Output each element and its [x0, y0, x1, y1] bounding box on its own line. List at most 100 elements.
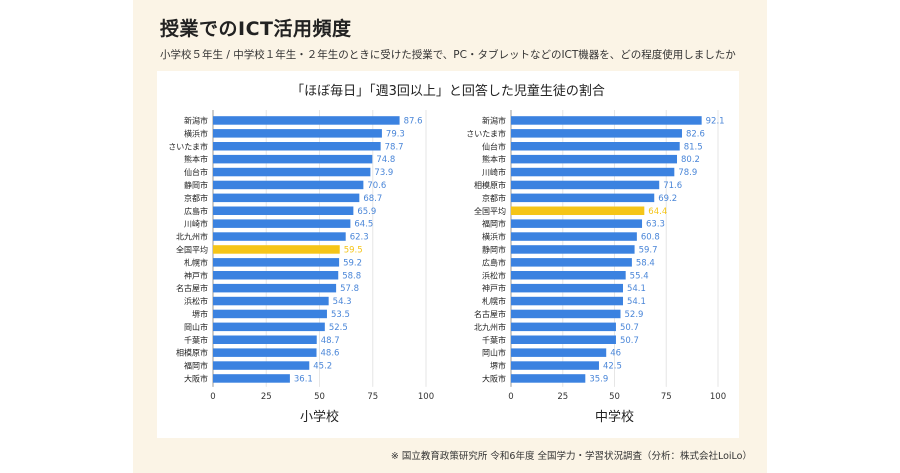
bar	[511, 258, 632, 267]
category-label: 川崎市	[482, 167, 506, 177]
category-label: さいたま市	[466, 128, 506, 138]
data-label: 59.5	[344, 245, 363, 255]
data-label: 92.1	[706, 116, 725, 126]
data-label: 69.2	[658, 194, 677, 204]
bar	[213, 154, 373, 164]
bar	[511, 116, 702, 125]
data-label: 60.8	[641, 233, 660, 243]
category-label: 広島市	[482, 257, 506, 267]
data-label: 53.5	[331, 310, 350, 320]
data-label: 57.8	[340, 284, 359, 294]
data-label: 36.1	[294, 374, 313, 384]
category-label: 熊本市	[482, 154, 506, 164]
category-label: 相模原市	[474, 180, 506, 190]
bar	[213, 348, 317, 357]
bar	[213, 142, 381, 151]
bar	[213, 322, 325, 332]
data-label: 46	[610, 349, 621, 359]
bar	[511, 309, 621, 319]
category-label: 札幌市	[482, 296, 506, 306]
category-label: 静岡市	[482, 244, 506, 254]
category-label: 名古屋市	[474, 309, 506, 319]
x-tick-label: 25	[557, 392, 568, 402]
category-label: 岡山市	[482, 348, 506, 358]
data-label: 80.2	[681, 155, 700, 165]
data-label: 42.5	[603, 362, 622, 372]
source-footnote: ※ 国立教育政策研究所 令和6年度 全国学力・学習状況調査（分析：株式会社Loi…	[390, 451, 752, 462]
data-label: 55.4	[630, 271, 649, 281]
bar	[213, 206, 354, 215]
bar	[511, 283, 623, 293]
category-label: 浜松市	[482, 270, 506, 280]
bar	[511, 129, 682, 138]
category-label: 全国平均	[176, 244, 208, 254]
data-label: 68.7	[363, 194, 382, 204]
bar	[511, 232, 637, 241]
category-label: 岡山市	[184, 322, 208, 332]
data-label: 87.6	[404, 116, 423, 126]
category-label: 横浜市	[482, 232, 506, 242]
x-tick-label: 75	[367, 392, 378, 402]
category-label: 大阪市	[482, 373, 506, 383]
category-label: 静岡市	[184, 180, 208, 190]
data-label: 70.6	[367, 181, 386, 191]
category-label: 福岡市	[184, 361, 208, 371]
bar	[213, 296, 329, 306]
data-label: 62.3	[350, 233, 369, 243]
bar	[511, 322, 616, 332]
category-label: 浜松市	[184, 296, 208, 306]
category-label: 堺市	[490, 361, 506, 371]
x-tick-label: 100	[710, 392, 726, 402]
category-label: 北九州市	[176, 232, 208, 242]
data-label: 65.9	[357, 207, 376, 217]
category-label: 広島市	[184, 206, 208, 216]
bar	[511, 180, 660, 190]
category-label: 新潟市	[184, 115, 208, 125]
data-label: 35.9	[589, 374, 608, 384]
bar	[511, 296, 623, 306]
bar	[213, 361, 310, 370]
data-label: 59.2	[343, 258, 362, 268]
bar-highlight	[511, 206, 645, 215]
category-label: 横浜市	[184, 128, 208, 138]
bar	[213, 309, 327, 319]
bar	[213, 193, 360, 203]
bar	[511, 271, 626, 280]
category-label: 新潟市	[482, 115, 506, 125]
bar	[213, 271, 339, 280]
bar	[511, 167, 675, 177]
bar	[511, 361, 599, 370]
page-subtitle: 小学校５年生 / 中学校１年生・２年生のときに受けた授業で、PC・タブレットなど…	[160, 49, 736, 61]
x-tick-label: 100	[418, 392, 434, 402]
bar	[213, 283, 337, 293]
bar	[213, 219, 351, 228]
category-label: 堺市	[192, 309, 208, 319]
data-label: 58.4	[636, 258, 655, 268]
data-label: 58.8	[342, 271, 361, 281]
data-label: 71.6	[663, 181, 682, 191]
category-label: 千葉市	[184, 335, 208, 345]
category-label: さいたま市	[168, 141, 208, 151]
data-label: 79.3	[386, 129, 405, 139]
bar	[213, 374, 290, 383]
category-label: 京都市	[482, 193, 506, 203]
bar-highlight	[213, 245, 340, 254]
data-label: 73.9	[374, 168, 393, 178]
page-title: 授業でのICT活用頻度	[160, 18, 352, 40]
category-label: 福岡市	[482, 219, 506, 229]
bar	[511, 193, 655, 203]
category-label: 仙台市	[482, 141, 506, 151]
category-label: 千葉市	[482, 335, 506, 345]
data-label: 52.5	[329, 323, 348, 333]
category-label: 名古屋市	[176, 283, 208, 293]
data-label: 74.8	[376, 155, 395, 165]
x-tick-label: 25	[261, 392, 272, 402]
category-label: 神戸市	[482, 283, 506, 293]
data-label: 59.7	[639, 245, 658, 255]
data-label: 54.1	[627, 284, 646, 294]
data-label: 52.9	[625, 310, 644, 320]
chart-title: 「ほぼ毎日」「週3回以上」と回答した児童生徒の割合	[291, 84, 605, 99]
data-label: 54.3	[333, 297, 352, 307]
x-tick-label: 50	[314, 392, 325, 402]
bar	[511, 335, 616, 344]
